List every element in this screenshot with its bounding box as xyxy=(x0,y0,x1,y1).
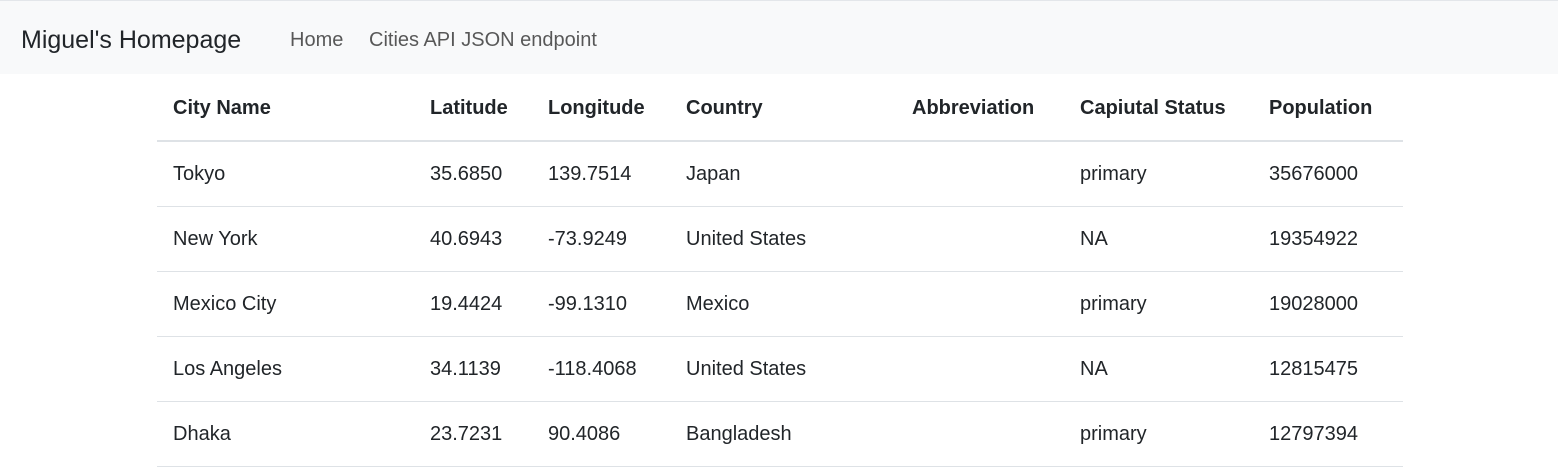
column-header-abbreviation: Abbreviation xyxy=(896,76,1064,142)
cell-city-name: Dhaka xyxy=(157,401,414,467)
cell-city-name: Mexico City xyxy=(157,271,414,337)
table-row: Tokyo 35.6850 139.7514 Japan primary 356… xyxy=(157,141,1403,207)
cell-abbreviation xyxy=(896,401,1064,467)
column-header-population: Population xyxy=(1253,76,1403,142)
cell-latitude: 40.6943 xyxy=(414,206,532,272)
cell-latitude: 19.4424 xyxy=(414,271,532,337)
brand-link[interactable]: Miguel's Homepage xyxy=(21,26,242,54)
cell-capital-status: NA xyxy=(1064,336,1253,402)
table-row: Los Angeles 34.1139 -118.4068 United Sta… xyxy=(157,336,1403,402)
nav-link-cities-api[interactable]: Cities API JSON endpoint xyxy=(369,29,597,51)
cell-population: 35676000 xyxy=(1253,141,1403,207)
nav-link-home[interactable]: Home xyxy=(290,29,344,51)
column-header-capital-status: Capiutal Status xyxy=(1064,76,1253,142)
cell-city-name: Los Angeles xyxy=(157,336,414,402)
cell-city-name: New York xyxy=(157,206,414,272)
cell-population: 19354922 xyxy=(1253,206,1403,272)
column-header-longitude: Longitude xyxy=(532,76,670,142)
cell-population: 12797394 xyxy=(1253,401,1403,467)
cell-country: Mexico xyxy=(670,271,896,337)
cell-longitude: -118.4068 xyxy=(532,336,670,402)
table-row: Mexico City 19.4424 -99.1310 Mexico prim… xyxy=(157,271,1403,337)
cell-capital-status: primary xyxy=(1064,141,1253,207)
cell-city-name: Tokyo xyxy=(157,141,414,207)
cell-abbreviation xyxy=(896,141,1064,207)
cities-table: City Name Latitude Longitude Country Abb… xyxy=(157,76,1403,467)
cell-longitude: 90.4086 xyxy=(532,401,670,467)
cell-capital-status: primary xyxy=(1064,271,1253,337)
cell-population: 19028000 xyxy=(1253,271,1403,337)
cell-country: United States xyxy=(670,206,896,272)
cell-longitude: -99.1310 xyxy=(532,271,670,337)
cell-longitude: -73.9249 xyxy=(532,206,670,272)
cell-latitude: 35.6850 xyxy=(414,141,532,207)
table-row: Dhaka 23.7231 90.4086 Bangladesh primary… xyxy=(157,401,1403,467)
cell-population: 12815475 xyxy=(1253,336,1403,402)
cell-country: United States xyxy=(670,336,896,402)
table-row: New York 40.6943 -73.9249 United States … xyxy=(157,206,1403,272)
column-header-latitude: Latitude xyxy=(414,76,532,142)
cell-capital-status: NA xyxy=(1064,206,1253,272)
cell-longitude: 139.7514 xyxy=(532,141,670,207)
column-header-city-name: City Name xyxy=(157,76,414,142)
column-header-country: Country xyxy=(670,76,896,142)
cell-country: Bangladesh xyxy=(670,401,896,467)
navbar: Miguel's Homepage Home Cities API JSON e… xyxy=(0,0,1558,74)
cell-abbreviation xyxy=(896,206,1064,272)
cell-capital-status: primary xyxy=(1064,401,1253,467)
cell-abbreviation xyxy=(896,336,1064,402)
cell-abbreviation xyxy=(896,271,1064,337)
cell-latitude: 23.7231 xyxy=(414,401,532,467)
cell-latitude: 34.1139 xyxy=(414,336,532,402)
cities-table-container: City Name Latitude Longitude Country Abb… xyxy=(157,76,1403,467)
cell-country: Japan xyxy=(670,141,896,207)
table-header-row: City Name Latitude Longitude Country Abb… xyxy=(157,76,1403,142)
